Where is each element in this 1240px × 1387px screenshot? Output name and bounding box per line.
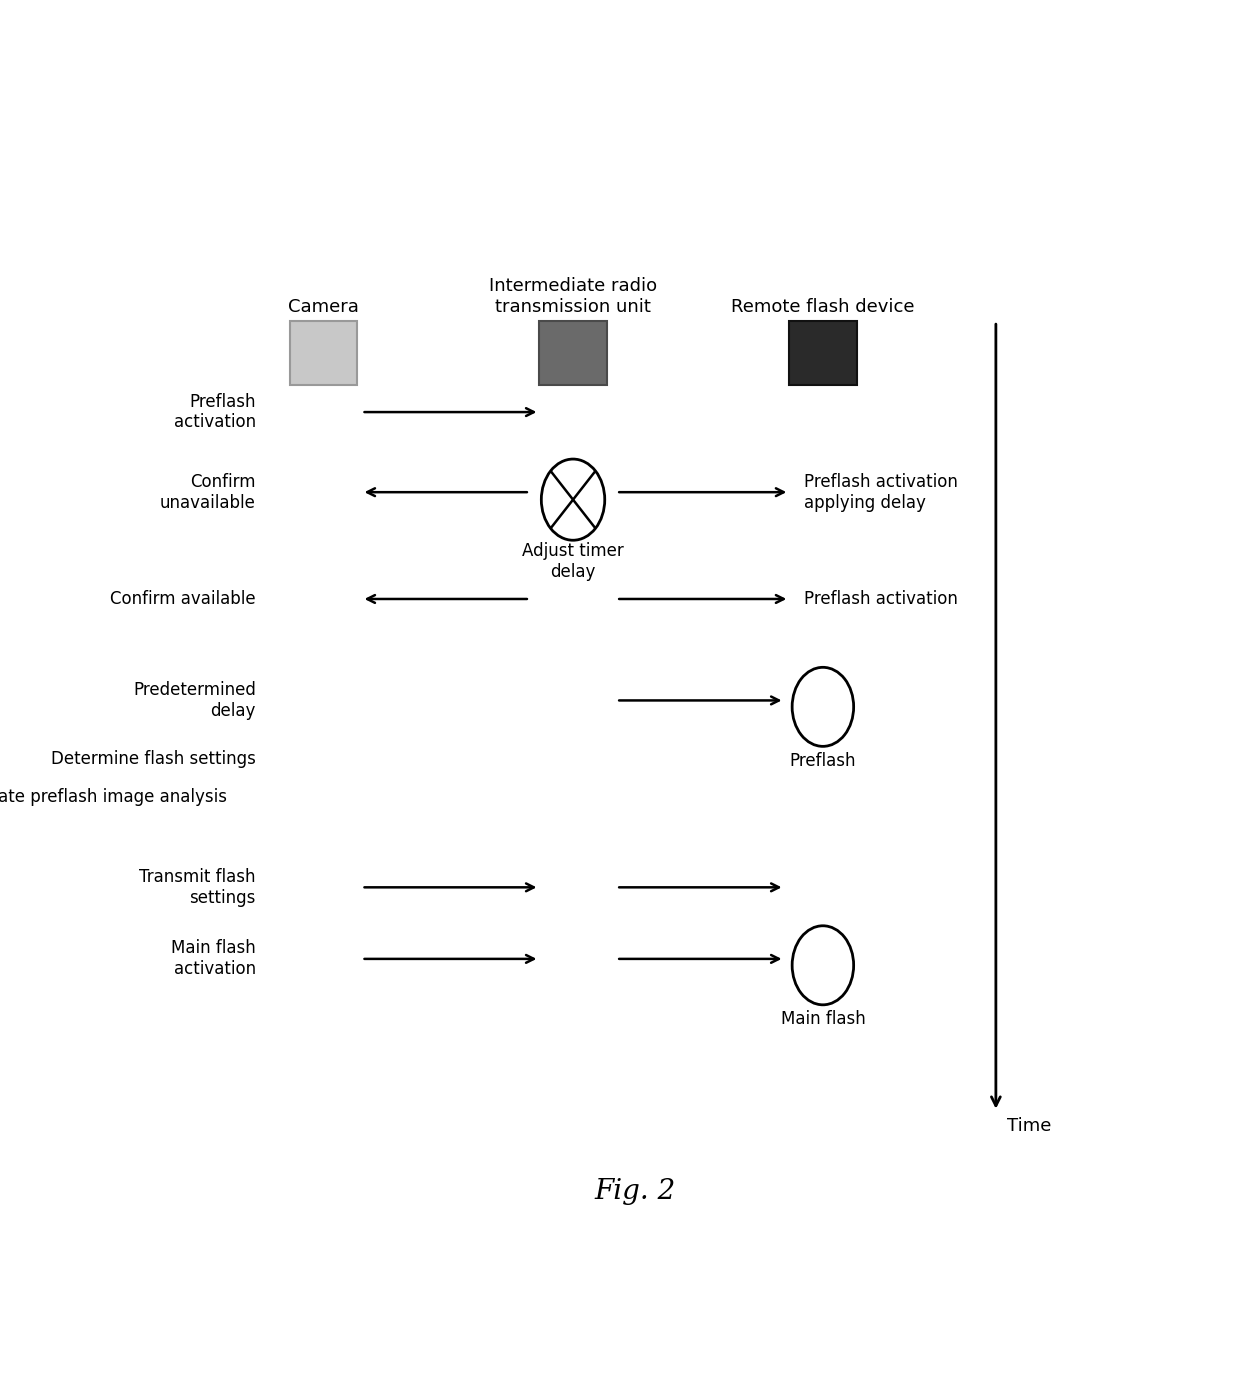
Text: Camera: Camera <box>288 298 358 316</box>
Text: Fig. 2: Fig. 2 <box>595 1178 676 1205</box>
Text: Main flash: Main flash <box>780 1010 866 1028</box>
Text: Preflash: Preflash <box>790 752 856 770</box>
Text: Preflash activation: Preflash activation <box>804 589 957 608</box>
Bar <box>289 322 357 386</box>
Bar <box>789 322 857 386</box>
Text: Determine flash settings: Determine flash settings <box>51 750 255 768</box>
Text: Predetermined
delay: Predetermined delay <box>133 681 255 720</box>
Text: Time: Time <box>1007 1117 1052 1135</box>
Text: Intermediate radio
transmission unit: Intermediate radio transmission unit <box>489 277 657 316</box>
Text: Main flash
activation: Main flash activation <box>171 939 255 978</box>
Text: Preflash
activation: Preflash activation <box>174 393 255 431</box>
Text: Confirm available: Confirm available <box>110 589 255 608</box>
Bar <box>539 322 606 386</box>
Text: Adjust timer
delay: Adjust timer delay <box>522 542 624 581</box>
Text: Transmit flash
settings: Transmit flash settings <box>139 868 255 907</box>
Text: Remote flash device: Remote flash device <box>732 298 915 316</box>
Text: Confirm
unavailable: Confirm unavailable <box>160 473 255 512</box>
Text: Preflash activation
applying delay: Preflash activation applying delay <box>804 473 957 512</box>
Text: Initiate preflash image analysis: Initiate preflash image analysis <box>0 788 227 806</box>
